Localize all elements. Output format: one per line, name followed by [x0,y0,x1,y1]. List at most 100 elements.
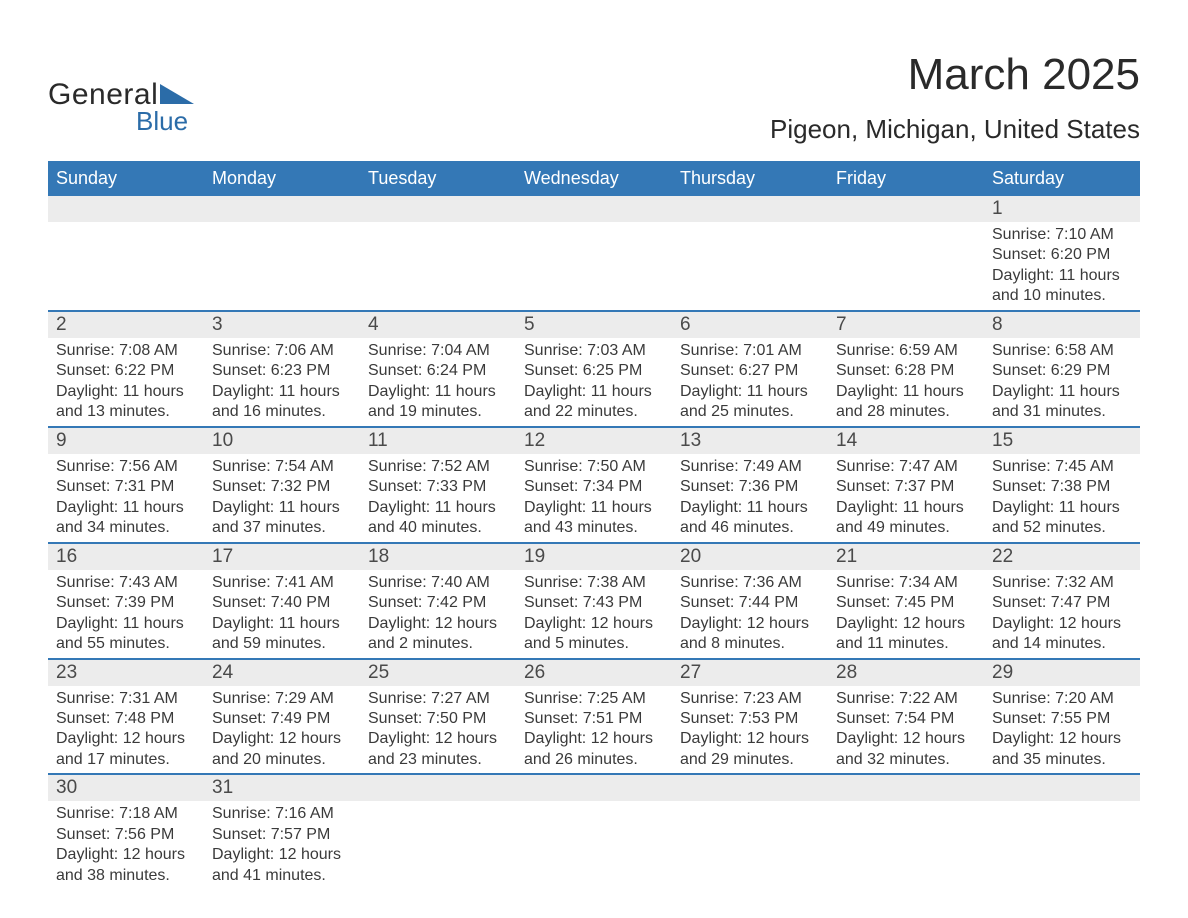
daylight-line-1: Daylight: 11 hours [56,498,196,518]
sunset-line: Sunset: 7:49 PM [212,709,352,729]
day-number: 18 [360,544,516,570]
day-number [360,775,516,801]
daylight-line-2: and 38 minutes. [56,866,196,886]
daylight-line-1: Daylight: 11 hours [992,266,1132,286]
day-cell: 16Sunrise: 7:43 AMSunset: 7:39 PMDayligh… [48,544,204,658]
daylight-line-2: and 13 minutes. [56,402,196,422]
day-cell: 28Sunrise: 7:22 AMSunset: 7:54 PMDayligh… [828,660,984,774]
sunrise-line: Sunrise: 7:25 AM [524,689,664,709]
daylight-line-2: and 22 minutes. [524,402,664,422]
daylight-line-2: and 55 minutes. [56,634,196,654]
col-sunday: Sunday [48,161,204,196]
sunrise-line: Sunrise: 7:52 AM [368,457,508,477]
header: General Blue March 2025 Pigeon, Michigan… [48,50,1140,155]
day-cell [204,196,360,310]
daylight-line-1: Daylight: 11 hours [524,498,664,518]
sunrise-line: Sunrise: 7:06 AM [212,341,352,361]
daylight-line-1: Daylight: 12 hours [992,614,1132,634]
day-cell: 19Sunrise: 7:38 AMSunset: 7:43 PMDayligh… [516,544,672,658]
day-cell: 30Sunrise: 7:18 AMSunset: 7:56 PMDayligh… [48,775,204,889]
daylight-line-1: Daylight: 11 hours [992,498,1132,518]
day-details: Sunrise: 7:56 AMSunset: 7:31 PMDaylight:… [48,454,204,542]
day-number: 12 [516,428,672,454]
col-saturday: Saturday [984,161,1140,196]
daylight-line-2: and 34 minutes. [56,518,196,538]
daylight-line-1: Daylight: 12 hours [212,729,352,749]
daylight-line-1: Daylight: 12 hours [992,729,1132,749]
sunrise-line: Sunrise: 7:10 AM [992,225,1132,245]
sunrise-line: Sunrise: 7:16 AM [212,804,352,824]
daylight-line-1: Daylight: 11 hours [212,382,352,402]
day-details: Sunrise: 7:31 AMSunset: 7:48 PMDaylight:… [48,686,204,774]
day-number [360,196,516,222]
sunset-line: Sunset: 7:43 PM [524,593,664,613]
day-details: Sunrise: 7:23 AMSunset: 7:53 PMDaylight:… [672,686,828,774]
day-details [828,222,984,242]
day-cell: 5Sunrise: 7:03 AMSunset: 6:25 PMDaylight… [516,312,672,426]
day-number: 27 [672,660,828,686]
day-cell: 1Sunrise: 7:10 AMSunset: 6:20 PMDaylight… [984,196,1140,310]
daylight-line-1: Daylight: 11 hours [368,498,508,518]
day-number: 30 [48,775,204,801]
sunset-line: Sunset: 6:20 PM [992,245,1132,265]
day-cell: 6Sunrise: 7:01 AMSunset: 6:27 PMDaylight… [672,312,828,426]
day-details: Sunrise: 7:25 AMSunset: 7:51 PMDaylight:… [516,686,672,774]
daylight-line-1: Daylight: 12 hours [524,729,664,749]
daylight-line-2: and 2 minutes. [368,634,508,654]
daylight-line-1: Daylight: 12 hours [368,729,508,749]
sunrise-line: Sunrise: 7:22 AM [836,689,976,709]
sunset-line: Sunset: 7:56 PM [56,825,196,845]
sunrise-line: Sunrise: 7:29 AM [212,689,352,709]
sunrise-line: Sunrise: 7:04 AM [368,341,508,361]
daylight-line-1: Daylight: 11 hours [212,498,352,518]
daylight-line-2: and 46 minutes. [680,518,820,538]
daylight-line-2: and 5 minutes. [524,634,664,654]
day-number: 15 [984,428,1140,454]
daylight-line-2: and 40 minutes. [368,518,508,538]
day-cell: 4Sunrise: 7:04 AMSunset: 6:24 PMDaylight… [360,312,516,426]
day-details: Sunrise: 7:03 AMSunset: 6:25 PMDaylight:… [516,338,672,426]
col-friday: Friday [828,161,984,196]
sunset-line: Sunset: 7:37 PM [836,477,976,497]
day-cell: 15Sunrise: 7:45 AMSunset: 7:38 PMDayligh… [984,428,1140,542]
day-number [48,196,204,222]
day-cell [672,196,828,310]
day-cell [672,775,828,889]
day-details: Sunrise: 7:08 AMSunset: 6:22 PMDaylight:… [48,338,204,426]
daylight-line-1: Daylight: 12 hours [56,845,196,865]
sunrise-line: Sunrise: 7:38 AM [524,573,664,593]
day-details: Sunrise: 6:59 AMSunset: 6:28 PMDaylight:… [828,338,984,426]
sunset-line: Sunset: 7:50 PM [368,709,508,729]
sunset-line: Sunset: 7:33 PM [368,477,508,497]
sunset-line: Sunset: 7:48 PM [56,709,196,729]
sunset-line: Sunset: 6:27 PM [680,361,820,381]
daylight-line-1: Daylight: 11 hours [680,498,820,518]
location-label: Pigeon, Michigan, United States [770,114,1140,145]
calendar-week: 2Sunrise: 7:08 AMSunset: 6:22 PMDaylight… [48,310,1140,426]
sunset-line: Sunset: 7:57 PM [212,825,352,845]
sunrise-line: Sunrise: 7:50 AM [524,457,664,477]
day-number: 11 [360,428,516,454]
day-cell [48,196,204,310]
sunrise-line: Sunrise: 6:58 AM [992,341,1132,361]
daylight-line-1: Daylight: 11 hours [836,382,976,402]
sunrise-line: Sunrise: 7:32 AM [992,573,1132,593]
month-title: March 2025 [770,50,1140,100]
sunset-line: Sunset: 7:38 PM [992,477,1132,497]
day-details [828,801,984,821]
sunset-line: Sunset: 6:28 PM [836,361,976,381]
sunrise-line: Sunrise: 7:23 AM [680,689,820,709]
daylight-line-1: Daylight: 11 hours [992,382,1132,402]
daylight-line-1: Daylight: 12 hours [680,614,820,634]
daylight-line-1: Daylight: 11 hours [680,382,820,402]
day-cell: 20Sunrise: 7:36 AMSunset: 7:44 PMDayligh… [672,544,828,658]
sunrise-line: Sunrise: 7:20 AM [992,689,1132,709]
day-details [516,801,672,821]
day-details: Sunrise: 7:49 AMSunset: 7:36 PMDaylight:… [672,454,828,542]
day-cell: 3Sunrise: 7:06 AMSunset: 6:23 PMDaylight… [204,312,360,426]
daylight-line-1: Daylight: 11 hours [56,614,196,634]
daylight-line-2: and 26 minutes. [524,750,664,770]
day-number [516,196,672,222]
daylight-line-2: and 28 minutes. [836,402,976,422]
day-details: Sunrise: 7:52 AMSunset: 7:33 PMDaylight:… [360,454,516,542]
